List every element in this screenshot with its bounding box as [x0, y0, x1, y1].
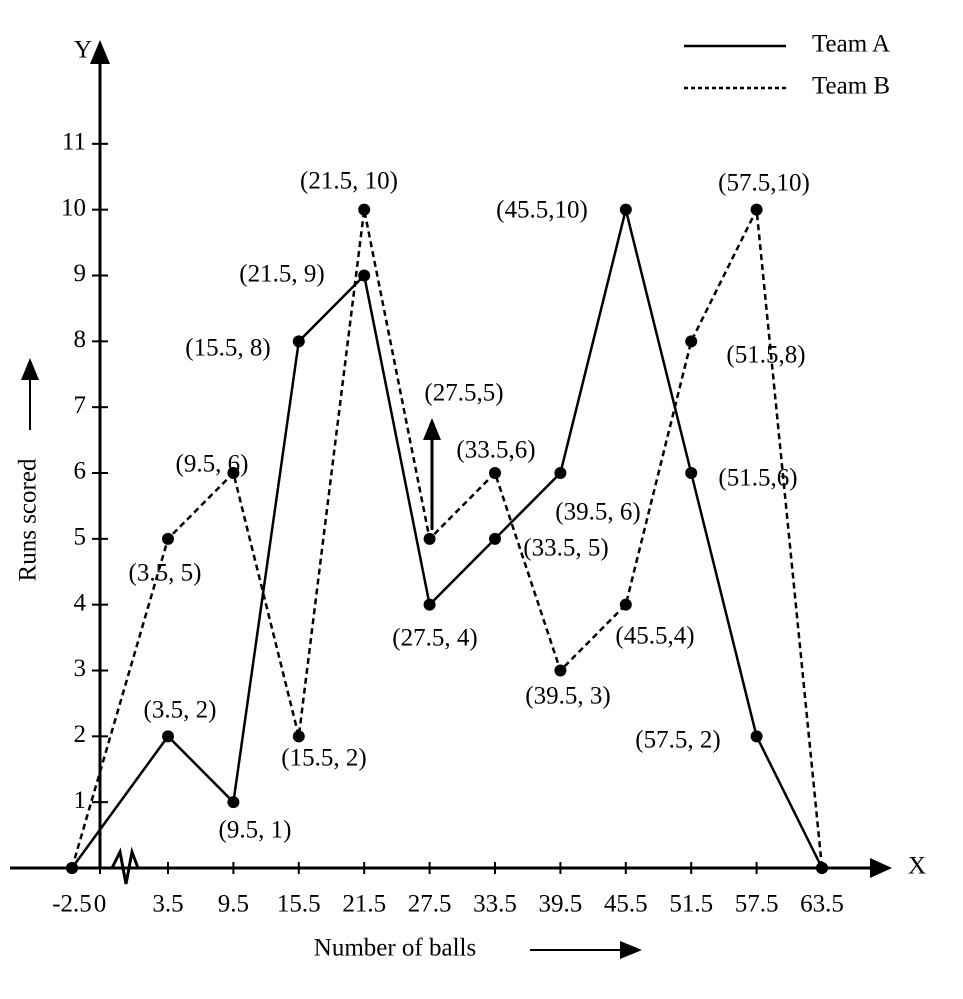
y-tick-label: 10 — [61, 194, 86, 221]
x-tick-label: 27.5 — [408, 891, 452, 918]
y-tick-label: 8 — [74, 326, 87, 353]
data-label: (33.5,6) — [456, 437, 535, 464]
series-line — [70, 209, 824, 869]
y-tick-label: 6 — [74, 458, 87, 485]
x-tick-label: 9.5 — [218, 891, 249, 918]
x-tick-label: 0 — [94, 891, 107, 918]
point — [162, 730, 174, 743]
y-tick-label: 5 — [74, 524, 87, 551]
point — [423, 598, 436, 611]
legend-label: Team B — [812, 73, 890, 100]
y-axis-symbol: Y — [74, 37, 92, 64]
annotation-arrow-head — [423, 418, 441, 440]
x-tick-label: 51.5 — [669, 891, 713, 918]
data-label: (9.5, 6) — [176, 451, 249, 478]
x-tick-label: 33.5 — [473, 891, 517, 918]
series-line — [70, 205, 824, 869]
point — [489, 532, 501, 545]
point — [292, 730, 305, 743]
point — [685, 335, 698, 348]
data-label: (27.5,5) — [424, 380, 503, 407]
point — [292, 335, 305, 348]
data-label: (27.5, 4) — [392, 625, 477, 652]
x-tick-label: 39.5 — [539, 891, 583, 918]
data-label: (9.5, 1) — [219, 817, 292, 844]
data-label: (39.5, 3) — [525, 683, 610, 710]
point — [750, 203, 763, 216]
y-tick-label: 7 — [74, 392, 87, 419]
data-label: (57.5, 2) — [635, 727, 720, 754]
point — [227, 796, 240, 809]
point — [358, 203, 371, 216]
y-label-arrow-head — [21, 358, 39, 380]
point — [162, 532, 174, 545]
data-label: (39.5, 6) — [555, 499, 640, 526]
data-label: (3.5, 5) — [129, 560, 202, 587]
x-label-arrow-head — [620, 941, 642, 959]
x-tick-label: 21.5 — [342, 891, 386, 918]
x-tick-label: 45.5 — [604, 891, 648, 918]
y-tick-label: 1 — [74, 787, 87, 814]
x-tick-label: 3.5 — [152, 891, 183, 918]
point — [423, 532, 436, 545]
x-tick-label: 57.5 — [735, 891, 779, 918]
x-axis-label: Number of balls — [314, 935, 476, 962]
data-label: (45.5,4) — [615, 623, 694, 650]
point — [66, 862, 78, 874]
data-label: (21.5, 10) — [300, 168, 398, 195]
legend: Team A Team B — [684, 31, 890, 100]
y-tick-label: 3 — [74, 655, 87, 682]
x-tick-label: 63.5 — [800, 891, 844, 918]
x-axis-arrow — [870, 858, 892, 878]
legend-label: Team A — [812, 31, 890, 58]
y-tick-label: 9 — [74, 260, 87, 287]
data-label: (51.5,6) — [718, 465, 797, 492]
data-label: (33.5, 5) — [523, 535, 608, 562]
point — [358, 269, 371, 282]
axis-break — [110, 846, 140, 885]
point — [489, 467, 501, 479]
point — [554, 467, 567, 479]
x-tick-label: -2.5 — [52, 891, 92, 918]
x-tick-label: 15.5 — [277, 891, 321, 918]
point — [554, 664, 567, 677]
data-label: (15.5, 8) — [185, 335, 270, 362]
data-label: (3.5, 2) — [144, 697, 217, 724]
y-axis-label: Runs scored — [15, 458, 42, 581]
point — [619, 598, 632, 611]
point — [750, 730, 763, 743]
data-label: (21.5, 9) — [239, 261, 324, 288]
data-label: (51.5,8) — [726, 342, 805, 369]
y-tick-label: 11 — [62, 129, 86, 156]
data-label: (57.5,10) — [718, 170, 810, 197]
point — [227, 467, 240, 479]
y-axis-arrow — [90, 40, 110, 64]
x-axis-symbol: X — [908, 853, 926, 880]
point — [619, 203, 632, 216]
data-label: (45.5,10) — [496, 197, 588, 224]
point — [685, 467, 698, 479]
y-tick-label: 4 — [74, 589, 87, 616]
y-tick-label: 2 — [74, 721, 87, 748]
point — [816, 862, 828, 874]
data-label: (15.5, 2) — [281, 745, 366, 772]
